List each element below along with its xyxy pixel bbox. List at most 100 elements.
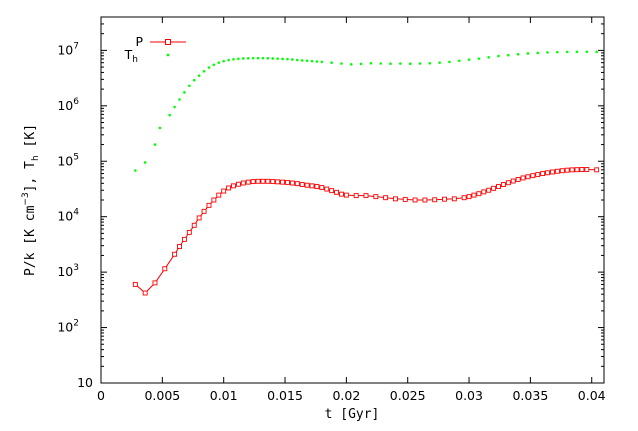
data-point-th — [246, 56, 250, 60]
data-point-th — [212, 63, 216, 67]
data-point-th — [516, 52, 520, 56]
y-tick-label: 103 — [57, 263, 79, 279]
data-point-p — [221, 188, 227, 194]
data-point-th — [467, 58, 471, 61]
y-axis-label: P/k [K cm−3], Th [K] — [21, 124, 41, 276]
data-point-p — [211, 197, 217, 203]
data-point-p — [442, 196, 447, 202]
series-line-p — [135, 169, 597, 294]
x-tick-label: 0.01 — [210, 388, 238, 403]
data-point-th — [330, 61, 333, 64]
data-point-th — [251, 56, 255, 60]
data-point-th — [178, 98, 181, 101]
x-tick-label: 0.015 — [267, 388, 303, 403]
data-point-p — [373, 194, 379, 200]
data-point-p — [319, 185, 325, 191]
data-point-p — [275, 179, 281, 185]
data-point-th — [595, 50, 598, 54]
data-point-th — [281, 57, 284, 61]
data-point-th — [237, 57, 240, 61]
y-tick-label: 106 — [57, 97, 79, 113]
data-point-th — [487, 56, 490, 59]
data-point-th — [340, 62, 343, 65]
data-point-p — [285, 179, 290, 185]
data-point-p — [216, 192, 222, 198]
data-point-p — [299, 182, 305, 187]
data-point-th — [497, 54, 500, 58]
data-point-th — [158, 126, 162, 130]
data-point-p — [343, 192, 349, 198]
data-point-th — [261, 56, 265, 60]
data-point-p — [412, 197, 418, 203]
data-point-th — [438, 61, 441, 64]
data-point-p — [250, 179, 256, 185]
data-point-p — [471, 192, 477, 198]
data-point-th — [546, 51, 549, 54]
data-point-th — [305, 59, 309, 63]
data-point-p — [270, 179, 276, 185]
y-tick-label: 10 — [77, 375, 93, 390]
data-point-p — [525, 174, 531, 180]
data-point-th — [320, 60, 324, 64]
data-point-p — [451, 196, 457, 202]
data-point-th — [143, 161, 147, 164]
x-tick-label: 0.02 — [332, 388, 360, 403]
data-point-p — [466, 194, 472, 200]
data-point-p — [309, 183, 315, 189]
data-point-p — [530, 173, 536, 179]
data-point-th — [173, 105, 176, 109]
data-point-p — [554, 168, 560, 174]
data-point-p — [505, 180, 511, 186]
data-point-th — [217, 61, 221, 64]
x-axis-label: t [Gyr] — [325, 407, 380, 422]
data-point-th — [575, 50, 579, 54]
data-point-th — [379, 62, 383, 65]
data-point-p — [545, 170, 551, 176]
data-point-p — [363, 193, 369, 199]
data-point-th — [399, 62, 402, 65]
data-point-th — [408, 62, 412, 65]
data-point-p — [353, 193, 359, 199]
data-point-p — [392, 196, 398, 202]
x-tick-label: 0.025 — [390, 388, 426, 403]
data-point-th — [295, 58, 299, 62]
data-point-p — [265, 178, 271, 184]
data-point-th — [153, 143, 157, 146]
data-point-p — [324, 186, 330, 192]
data-point-p — [594, 167, 600, 173]
data-point-th — [369, 61, 373, 65]
data-point-p — [339, 191, 344, 197]
data-point-p — [152, 280, 158, 286]
data-point-p — [142, 290, 148, 296]
data-point-p — [550, 169, 555, 175]
data-point-p — [201, 208, 207, 214]
data-point-th — [315, 60, 319, 63]
legend-marker-p — [165, 39, 171, 45]
data-point-p — [584, 167, 590, 172]
data-point-th — [585, 50, 589, 54]
series-layer — [132, 50, 600, 296]
x-tick-label: 0.03 — [455, 388, 483, 403]
data-point-th — [507, 53, 510, 57]
data-point-p — [245, 179, 251, 185]
data-point-p — [383, 195, 389, 201]
data-point-th — [134, 169, 137, 172]
x-tick-label: 0.04 — [578, 388, 606, 403]
legend-marker-th — [166, 53, 170, 57]
data-point-th — [556, 50, 559, 54]
legend-label-p: P — [135, 34, 143, 49]
data-point-th — [232, 58, 235, 61]
data-point-th — [286, 57, 289, 61]
data-point-th — [256, 56, 260, 60]
y-tick-label: 104 — [57, 208, 79, 224]
data-point-p — [569, 167, 575, 173]
data-point-p — [196, 215, 202, 221]
data-point-th — [222, 59, 225, 63]
data-point-th — [291, 58, 294, 61]
data-point-th — [192, 78, 196, 82]
data-point-p — [289, 180, 295, 186]
data-point-th — [227, 58, 230, 62]
data-point-p — [132, 281, 138, 287]
data-point-p — [255, 178, 261, 184]
data-point-p — [559, 168, 565, 174]
